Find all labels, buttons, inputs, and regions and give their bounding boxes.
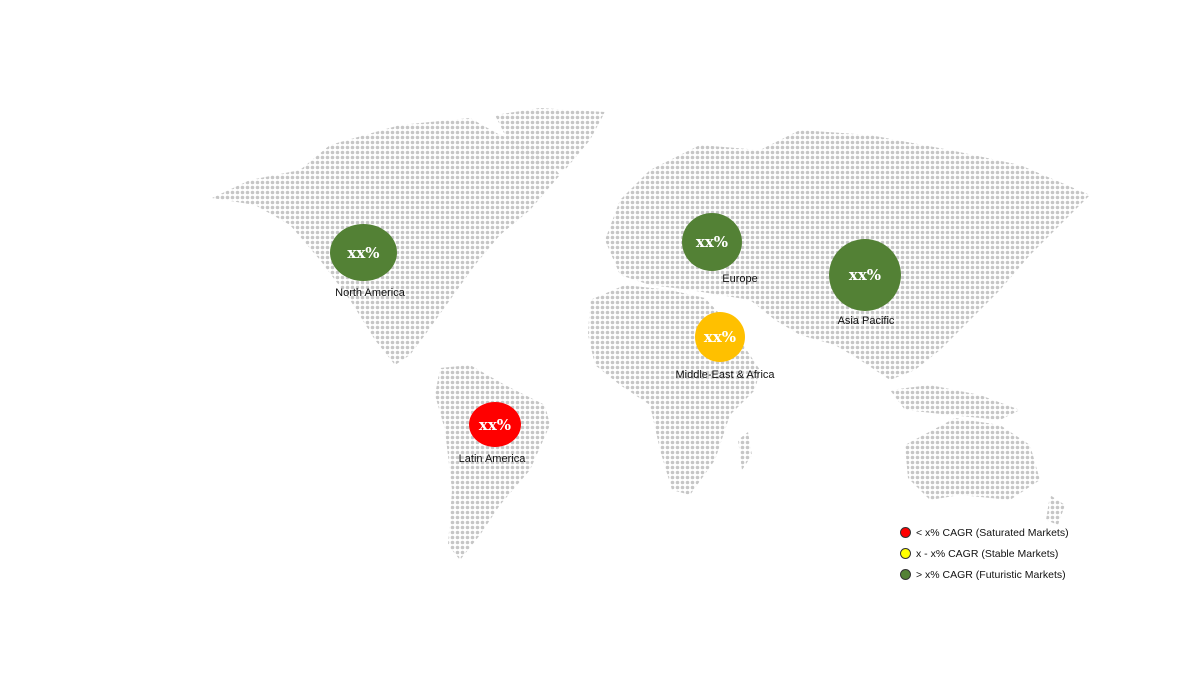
legend-label: > x% CAGR (Futuristic Markets): [916, 568, 1066, 581]
legend-item-saturated: < x% CAGR (Saturated Markets): [900, 522, 1069, 543]
latin-america-label: Latin America: [458, 453, 526, 465]
south-america-landmass: [435, 365, 550, 560]
legend-item-stable: x - x% CAGR (Stable Markets): [900, 543, 1069, 564]
europe-bubble: xx%: [682, 213, 742, 271]
asia-pacific-bubble: xx%: [829, 239, 901, 311]
legend: < x% CAGR (Saturated Markets) x - x% CAG…: [900, 522, 1069, 585]
greenland-landmass: [495, 108, 605, 170]
asia-pacific-label: Asia Pacific: [837, 315, 895, 327]
yellow-dot-icon: [900, 548, 911, 559]
latin-america-bubble: xx%: [469, 402, 521, 447]
legend-item-futuristic: > x% CAGR (Futuristic Markets): [900, 564, 1069, 585]
green-dot-icon: [900, 569, 911, 580]
southeast-asia-islands: [890, 385, 1020, 420]
legend-label: x - x% CAGR (Stable Markets): [916, 547, 1059, 560]
middle-east-africa-bubble: xx%: [695, 312, 745, 362]
middle-east-africa-label: Middle-East & Africa: [675, 369, 775, 381]
north-america-bubble: xx%: [330, 224, 397, 281]
new-zealand-landmass: [1046, 495, 1065, 525]
red-dot-icon: [900, 527, 911, 538]
north-america-label: North America: [335, 287, 405, 299]
madagascar-landmass: [738, 432, 752, 470]
europe-label: Europe: [722, 273, 758, 285]
legend-label: < x% CAGR (Saturated Markets): [916, 526, 1069, 539]
australia-landmass: [905, 418, 1040, 500]
